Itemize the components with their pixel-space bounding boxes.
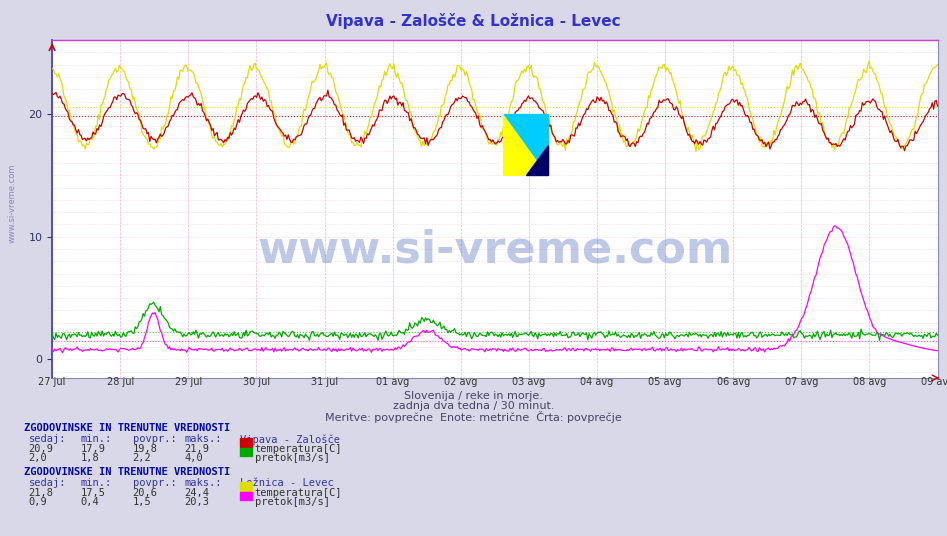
Text: 07 avg: 07 avg (785, 377, 818, 387)
Text: www.si-vreme.com: www.si-vreme.com (8, 164, 17, 243)
Text: 17,5: 17,5 (80, 488, 105, 498)
Text: 01 avg: 01 avg (376, 377, 409, 387)
Text: Vipava - Zalošče: Vipava - Zalošče (240, 434, 340, 445)
Text: 03 avg: 03 avg (512, 377, 545, 387)
Text: 08 avg: 08 avg (853, 377, 886, 387)
Polygon shape (526, 145, 548, 175)
Text: 30 jul: 30 jul (242, 377, 270, 387)
Polygon shape (504, 115, 548, 175)
Text: 21,9: 21,9 (185, 444, 209, 455)
Text: min.:: min.: (80, 478, 112, 488)
Text: Meritve: povprečne  Enote: metrične  Črta: povprečje: Meritve: povprečne Enote: metrične Črta:… (325, 411, 622, 422)
Text: 1,5: 1,5 (133, 497, 152, 508)
Text: 20,3: 20,3 (185, 497, 209, 508)
Text: www.si-vreme.com: www.si-vreme.com (258, 228, 732, 271)
Text: 24,4: 24,4 (185, 488, 209, 498)
Text: ZGODOVINSKE IN TRENUTNE VREDNOSTI: ZGODOVINSKE IN TRENUTNE VREDNOSTI (24, 423, 230, 434)
Polygon shape (504, 115, 548, 175)
Text: 1,8: 1,8 (80, 453, 99, 464)
Text: 04 avg: 04 avg (581, 377, 614, 387)
Text: zadnja dva tedna / 30 minut.: zadnja dva tedna / 30 minut. (393, 401, 554, 411)
Text: temperatura[C]: temperatura[C] (255, 444, 342, 455)
Text: 27 jul: 27 jul (39, 377, 65, 387)
Text: povpr.:: povpr.: (133, 434, 176, 444)
Text: Slovenija / reke in morje.: Slovenija / reke in morje. (404, 391, 543, 401)
Text: 2,0: 2,0 (28, 453, 47, 464)
Text: sedaj:: sedaj: (28, 478, 66, 488)
Text: temperatura[C]: temperatura[C] (255, 488, 342, 498)
Text: 06 avg: 06 avg (717, 377, 750, 387)
Text: 28 jul: 28 jul (107, 377, 134, 387)
Text: pretok[m3/s]: pretok[m3/s] (255, 497, 330, 508)
Text: maks.:: maks.: (185, 478, 223, 488)
Text: 0,9: 0,9 (28, 497, 47, 508)
Text: 20,9: 20,9 (28, 444, 53, 455)
Text: 17,9: 17,9 (80, 444, 105, 455)
Text: 20,6: 20,6 (133, 488, 157, 498)
Text: min.:: min.: (80, 434, 112, 444)
Text: 21,8: 21,8 (28, 488, 53, 498)
Text: 09 avg: 09 avg (920, 377, 947, 387)
Text: 2,2: 2,2 (133, 453, 152, 464)
Text: 05 avg: 05 avg (649, 377, 682, 387)
Text: maks.:: maks.: (185, 434, 223, 444)
Text: 31 jul: 31 jul (311, 377, 338, 387)
Text: 02 avg: 02 avg (444, 377, 477, 387)
Text: Vipava - Zalošče & Ložnica - Levec: Vipava - Zalošče & Ložnica - Levec (326, 13, 621, 29)
Text: Ložnica - Levec: Ložnica - Levec (240, 478, 333, 488)
Text: pretok[m3/s]: pretok[m3/s] (255, 453, 330, 464)
Text: sedaj:: sedaj: (28, 434, 66, 444)
Text: 4,0: 4,0 (185, 453, 204, 464)
Text: 19,8: 19,8 (133, 444, 157, 455)
Text: povpr.:: povpr.: (133, 478, 176, 488)
Text: ZGODOVINSKE IN TRENUTNE VREDNOSTI: ZGODOVINSKE IN TRENUTNE VREDNOSTI (24, 467, 230, 478)
Text: 0,4: 0,4 (80, 497, 99, 508)
Text: 29 jul: 29 jul (174, 377, 202, 387)
